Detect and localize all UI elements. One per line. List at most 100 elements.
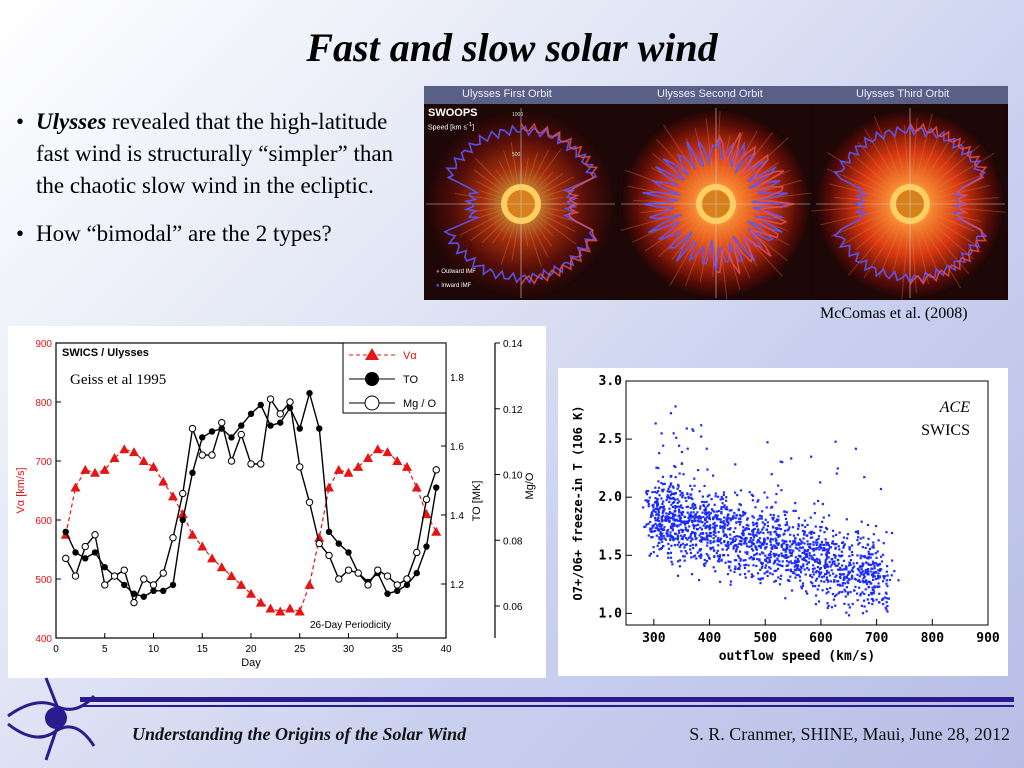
scatter-point (837, 568, 840, 571)
scatter-point (866, 570, 869, 573)
scatter-point (817, 561, 820, 565)
scatter-point (856, 579, 860, 583)
scatter-point (883, 577, 886, 580)
y-tick-label: 700 (35, 457, 52, 468)
swoops-credit: McComas et al. (2008) (820, 305, 968, 322)
scatter-point (813, 502, 816, 505)
scatter-point (869, 582, 872, 585)
scatter-point (827, 590, 830, 593)
scatter-point (797, 523, 800, 526)
scatter-point (712, 549, 716, 552)
scatter-point (737, 562, 741, 565)
scatter-point (748, 491, 751, 494)
scatter-point (743, 564, 746, 567)
wind-speed-trace (832, 124, 988, 285)
scatter-point (788, 551, 792, 554)
data-point (257, 401, 264, 409)
scatter-point (764, 547, 767, 550)
scatter-point (846, 533, 850, 536)
data-point (218, 418, 226, 427)
scatter-point (650, 528, 653, 531)
scatter-point (757, 577, 760, 580)
data-point (413, 569, 420, 577)
scatter-point (674, 492, 677, 495)
data-point (343, 467, 354, 477)
scatter-point (883, 575, 887, 578)
scatter-point (727, 517, 730, 520)
scatter-point (733, 567, 737, 571)
scatter-point (707, 503, 710, 506)
scatter-point (712, 546, 715, 549)
scatter-point (665, 515, 668, 518)
data-point (72, 549, 79, 556)
scatter-point (706, 534, 709, 537)
scatter-point (831, 540, 834, 543)
scatter-point (689, 516, 693, 519)
scatter-point (809, 547, 812, 550)
scatter-point (890, 574, 893, 577)
scatter-point (726, 573, 730, 576)
legend-marker (365, 348, 379, 360)
scatter-point (738, 556, 741, 559)
data-point (159, 569, 167, 577)
scatter-point (745, 523, 748, 527)
right-tick-label: 0.12 (503, 405, 523, 416)
scatter-point (867, 555, 870, 559)
scatter-point (835, 574, 838, 577)
scatter-point (736, 545, 739, 548)
scatter-point (826, 571, 829, 574)
scatter-point (877, 582, 880, 585)
scatter-point (690, 488, 694, 491)
scatter-point (885, 608, 888, 611)
scatter-point (669, 511, 672, 515)
scatter-point (793, 561, 796, 565)
scatter-point (854, 530, 858, 534)
data-point (140, 593, 147, 600)
scatter-point (792, 549, 795, 552)
scatter-point (835, 533, 838, 536)
scatter-point (821, 589, 824, 592)
scatter-point (727, 522, 730, 525)
scatter-point (836, 467, 839, 470)
scatter-point (755, 525, 759, 528)
data-point (228, 434, 235, 441)
scatter-point (678, 472, 681, 475)
scatter-point (684, 537, 688, 540)
scatter-point (816, 546, 819, 550)
scatter-point (833, 579, 836, 582)
scatter-point (751, 530, 754, 533)
scatter-point (709, 524, 712, 527)
x-tick-label: 25 (294, 644, 306, 655)
scatter-point (715, 524, 718, 527)
scatter-point (784, 517, 788, 521)
scatter-point (797, 525, 800, 528)
scatter-point (878, 569, 882, 572)
data-point (314, 532, 325, 542)
scatter-point (778, 560, 781, 563)
scatter-point (825, 576, 829, 579)
scatter-point (810, 581, 813, 584)
scatter-point (695, 524, 698, 527)
scatter-point (731, 539, 735, 542)
scatter-point (796, 547, 799, 550)
scatter-point (654, 519, 657, 522)
scatter-point (658, 494, 661, 497)
scatter-point (763, 538, 766, 542)
scatter-point (789, 548, 792, 551)
scatter-point (644, 525, 647, 528)
scatter-point (685, 521, 688, 525)
scatter-point (704, 538, 707, 541)
scatter-point (765, 506, 768, 509)
scatter-point (866, 573, 869, 576)
scatter-point (776, 520, 779, 523)
scatter-point (673, 464, 676, 468)
scatter-point (713, 503, 716, 506)
scatter-point (796, 560, 799, 563)
scatter-point (825, 565, 828, 569)
scatter-point (713, 528, 716, 531)
scatter-point (756, 558, 759, 561)
scatter-point (725, 535, 728, 538)
scatter-point (720, 542, 723, 545)
data-point (129, 447, 139, 457)
scatter-point (789, 575, 792, 578)
